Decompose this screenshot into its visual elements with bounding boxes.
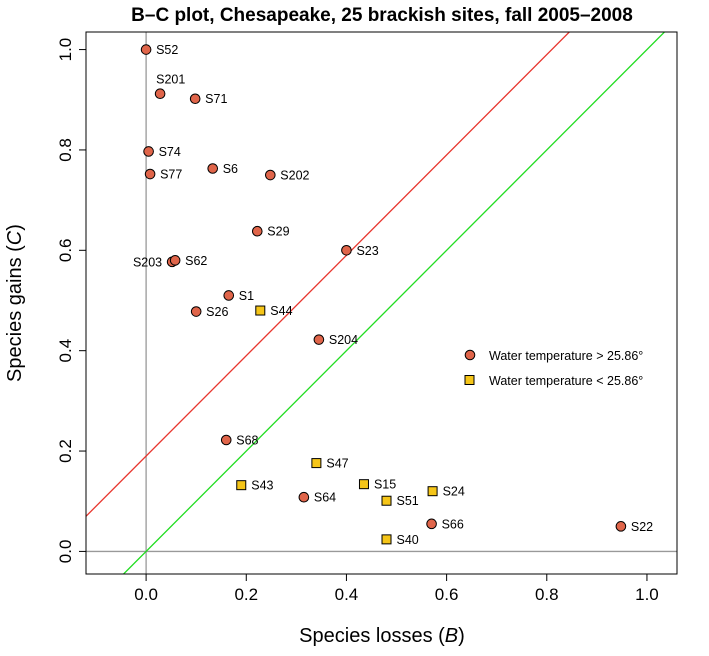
- point-label-s201: S201: [156, 73, 185, 87]
- point-s15: [358, 479, 369, 490]
- point-label-s203: S203: [133, 255, 162, 269]
- legend-label-warm: Water temperature > 25.86°: [489, 349, 643, 363]
- y-tick-label: 0.2: [56, 439, 75, 463]
- point-label-s43: S43: [251, 479, 273, 493]
- point-label-s204: S204: [329, 333, 358, 347]
- y-axis: 0.0 0.2 0.4 0.6 0.8 1.0: [56, 38, 86, 563]
- reference-lines: [86, 32, 677, 574]
- legend-marker-square: [464, 375, 475, 385]
- point-s52: [140, 44, 152, 55]
- y-axis-title-var: C: [4, 230, 26, 245]
- point-label-s22: S22: [631, 520, 653, 534]
- point-label-s47: S47: [326, 457, 348, 471]
- point-s74: [143, 146, 154, 157]
- point-s62: [169, 255, 181, 266]
- point-label-s23: S23: [356, 244, 378, 258]
- point-label-s77: S77: [160, 168, 182, 182]
- point-s24: [427, 486, 438, 497]
- point-s23: [341, 245, 352, 256]
- x-axis-title: Species losses (B): [299, 625, 465, 647]
- x-tick-label: 0.6: [435, 585, 459, 604]
- point-label-s202: S202: [280, 169, 309, 183]
- x-tick-label: 1.0: [635, 585, 659, 604]
- x-tick-label: 0.8: [535, 585, 559, 604]
- point-label-s71: S71: [205, 92, 227, 106]
- data-points: S52 S201 S71 S74 S77 S6 S202 S29 S23 S203 S62 S1 S26…: [133, 43, 653, 547]
- point-s201: [154, 88, 166, 100]
- legend-label-cool: Water temperature < 25.86°: [489, 374, 643, 388]
- x-tick-label: 0.2: [234, 585, 258, 604]
- point-label-s44: S44: [270, 304, 292, 318]
- point-s68: [220, 434, 232, 446]
- point-s44: [255, 305, 266, 316]
- point-s204: [313, 334, 325, 345]
- point-s202: [265, 169, 276, 181]
- point-label-s52: S52: [156, 43, 178, 57]
- point-s29: [251, 225, 263, 237]
- x-axis: 0.0 0.2 0.4 0.6 0.8 1.0: [134, 574, 659, 604]
- point-label-s62: S62: [185, 254, 207, 268]
- legend-marker-circle: [464, 349, 476, 361]
- point-s71: [189, 93, 201, 105]
- point-s43: [236, 480, 247, 491]
- x-axis-title-var: B: [445, 625, 458, 647]
- chart-title: B–C plot, Chesapeake, 25 brackish sites,…: [131, 5, 633, 26]
- point-s66: [426, 518, 437, 530]
- x-tick-label: 0.4: [335, 585, 359, 604]
- point-label-s64: S64: [314, 491, 336, 505]
- point-label-s24: S24: [443, 485, 465, 499]
- y-tick-label: 0.8: [56, 138, 75, 162]
- point-s47: [311, 458, 322, 469]
- point-s40: [381, 534, 392, 545]
- y-tick-label: 0.0: [56, 540, 75, 564]
- x-tick-label: 0.0: [134, 585, 158, 604]
- plot-frame: [85, 31, 678, 575]
- y-tick-label: 0.6: [56, 238, 75, 262]
- point-s77: [144, 168, 156, 180]
- legend: Water temperature > 25.86° Water tempera…: [464, 349, 643, 388]
- point-s22: [615, 521, 627, 532]
- y-axis-title: Species gains (C): [4, 224, 26, 382]
- y-axis-title-suffix: ): [4, 224, 26, 231]
- point-label-s29: S29: [267, 225, 289, 239]
- y-tick-label: 1.0: [56, 38, 75, 62]
- point-label-s68: S68: [236, 434, 258, 448]
- point-label-s26: S26: [206, 305, 228, 319]
- point-s64: [298, 491, 310, 503]
- x-axis-title-suffix: ): [458, 625, 465, 647]
- point-s1: [223, 290, 235, 301]
- point-label-s74: S74: [159, 145, 181, 159]
- point-s6: [207, 163, 219, 174]
- point-label-s1: S1: [239, 289, 254, 303]
- point-label-s66: S66: [442, 517, 464, 531]
- green-line: [122, 32, 666, 574]
- point-s51: [381, 495, 392, 506]
- point-label-s15: S15: [374, 478, 396, 492]
- point-s26: [190, 306, 202, 317]
- x-axis-title-prefix: Species losses (: [299, 625, 445, 647]
- y-axis-title-prefix: Species gains (: [4, 245, 26, 382]
- point-label-s6: S6: [223, 162, 238, 176]
- point-label-s40: S40: [397, 533, 419, 547]
- red-line: [86, 32, 571, 517]
- y-tick-label: 0.4: [56, 339, 75, 363]
- point-label-s51: S51: [397, 494, 419, 508]
